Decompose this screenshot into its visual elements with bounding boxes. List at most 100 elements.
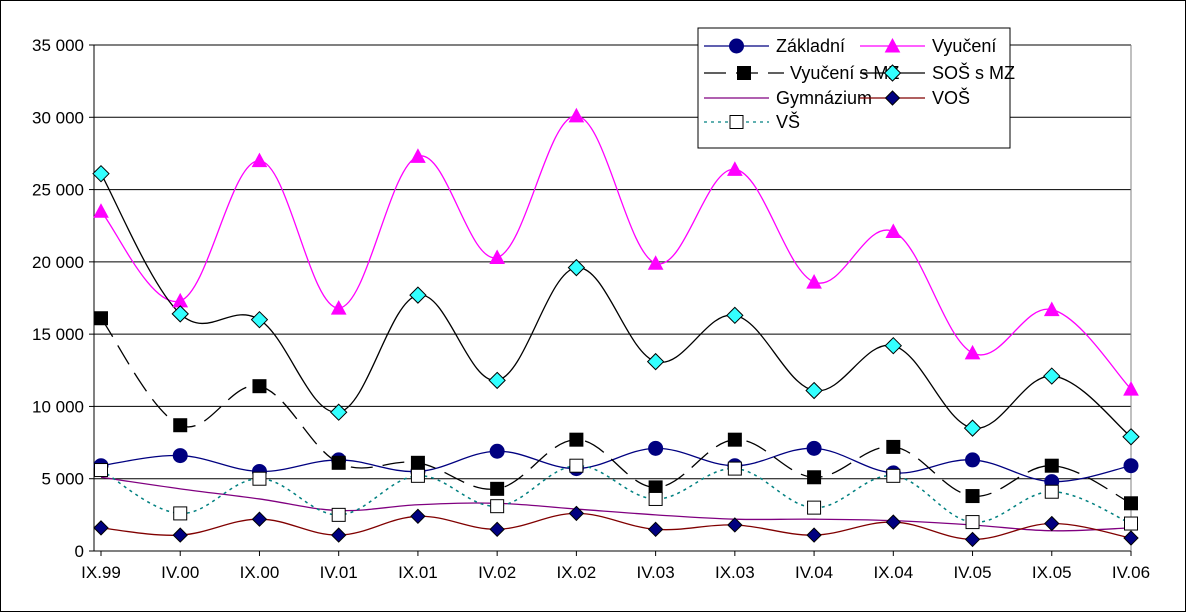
- data-point-s0-7: [648, 440, 664, 456]
- x-tick-label: IV.01: [320, 563, 358, 582]
- data-point-s2-5: [490, 481, 505, 496]
- data-point-s2-4: [410, 455, 425, 470]
- x-tick-label: IX.05: [1032, 563, 1072, 582]
- x-tick-label: IX.04: [873, 563, 913, 582]
- data-point-s3-12: [1043, 367, 1061, 385]
- y-tick-label: 5 000: [41, 470, 84, 489]
- data-point-s1-3: [330, 300, 347, 315]
- data-point-s3-1: [171, 305, 189, 323]
- x-tick-label: IV.06: [1112, 563, 1150, 582]
- data-point-s2-7: [648, 480, 663, 495]
- data-point-s3-6: [567, 258, 586, 277]
- legend-label: Základní: [776, 36, 845, 56]
- data-point-s5-5: [489, 521, 505, 538]
- data-point-s1-8: [727, 161, 743, 176]
- data-point-s0-13: [1123, 458, 1139, 474]
- data-point-s3-13: [1122, 428, 1140, 446]
- data-point-s6-1: [173, 506, 188, 521]
- data-point-s5-13: [1123, 530, 1139, 546]
- series-line-4: [100, 476, 1132, 532]
- data-point-s2-12: [1044, 458, 1059, 473]
- data-point-s5-6: [568, 505, 585, 522]
- data-point-s6-6: [569, 458, 584, 473]
- data-point-s5-2: [251, 511, 268, 527]
- data-point-s3-8: [726, 306, 744, 325]
- data-point-s6-9: [807, 500, 822, 515]
- series-markers: [92, 107, 1140, 548]
- x-tick-label: IV.00: [161, 563, 199, 582]
- gridlines: [94, 44, 1131, 480]
- data-point-s3-9: [805, 381, 823, 400]
- series-line-3: [100, 173, 1132, 438]
- data-point-s6-7: [648, 491, 663, 506]
- data-point-s3-2: [250, 310, 269, 329]
- x-tick-label: IX.01: [398, 563, 438, 582]
- data-point-s6-11: [965, 515, 980, 530]
- data-point-s2-11: [965, 489, 980, 504]
- x-tick-label: IV.02: [478, 563, 516, 582]
- x-tick-label: IV.04: [795, 563, 833, 582]
- legend-marker-5: [884, 90, 901, 106]
- data-point-s1-11: [964, 344, 981, 360]
- data-point-s5-3: [330, 527, 347, 543]
- data-point-s3-5: [488, 371, 506, 390]
- legend-marker-0: [729, 38, 744, 54]
- legend-label: Vyučení s MZ: [790, 63, 899, 83]
- x-tick-label: IX.03: [715, 563, 755, 582]
- data-point-s1-4: [410, 148, 426, 163]
- axes: 0 5 000 10 000 15 000 20 000 25 000 30 000 35 0…: [32, 36, 1150, 582]
- x-tick-label: IV.05: [953, 563, 991, 582]
- data-point-s2-8: [727, 432, 742, 447]
- data-point-s0-11: [965, 452, 981, 468]
- data-point-s6-12: [1044, 484, 1059, 499]
- y-tick-label: 10 000: [32, 397, 84, 416]
- data-point-s5-0: [93, 520, 109, 536]
- data-point-s1-13: [1123, 381, 1139, 396]
- legend-label: VŠ: [776, 111, 800, 132]
- data-point-s5-9: [806, 527, 822, 543]
- data-point-s6-0: [94, 463, 108, 478]
- data-point-s2-10: [886, 439, 901, 454]
- data-point-s6-3: [331, 507, 346, 522]
- x-tick-label: IX.02: [557, 563, 597, 582]
- data-point-s6-8: [727, 461, 742, 476]
- data-point-s2-1: [173, 418, 188, 433]
- data-point-s1-12: [1043, 301, 1060, 317]
- data-point-s1-6: [568, 107, 585, 123]
- y-tick-label: 20 000: [32, 253, 84, 272]
- data-point-s2-2: [252, 379, 267, 394]
- data-point-s5-10: [885, 514, 902, 530]
- data-point-s0-9: [806, 440, 822, 456]
- data-point-s5-11: [964, 531, 981, 548]
- data-point-s1-2: [251, 152, 268, 168]
- y-tick-label: 25 000: [32, 181, 84, 200]
- legend-label: Vyučení: [932, 36, 996, 56]
- data-point-s1-5: [489, 249, 505, 265]
- data-point-s3-3: [329, 403, 348, 421]
- y-tick-label: 35 000: [32, 36, 84, 55]
- data-point-s2-9: [807, 470, 822, 485]
- data-point-s2-0: [94, 311, 108, 326]
- data-point-s3-11: [963, 419, 982, 437]
- legend-marker-1: [884, 37, 901, 53]
- data-point-s1-0: [93, 203, 109, 218]
- data-point-s5-7: [647, 521, 664, 538]
- legend-marker-6: [729, 115, 744, 129]
- data-point-s5-8: [727, 517, 743, 533]
- legend-label: SOŠ s MZ: [932, 62, 1015, 83]
- data-point-s6-4: [410, 468, 425, 483]
- data-point-s3-0: [92, 164, 110, 183]
- data-point-s3-10: [884, 337, 903, 355]
- data-point-s5-4: [410, 508, 426, 525]
- data-point-s6-10: [886, 468, 901, 483]
- y-tick-label: 0: [75, 542, 84, 561]
- x-tick-label: IX.00: [240, 563, 280, 582]
- x-tick-label: IV.03: [637, 563, 675, 582]
- data-point-s1-7: [647, 255, 664, 270]
- data-point-s3-7: [646, 352, 665, 371]
- legend: Základní Vyučení Vyučení s MZ SOŠ s MZ Gymná…: [697, 27, 1015, 149]
- data-point-s5-1: [172, 527, 188, 543]
- data-point-s1-9: [806, 274, 822, 289]
- data-point-s3-4: [409, 286, 427, 304]
